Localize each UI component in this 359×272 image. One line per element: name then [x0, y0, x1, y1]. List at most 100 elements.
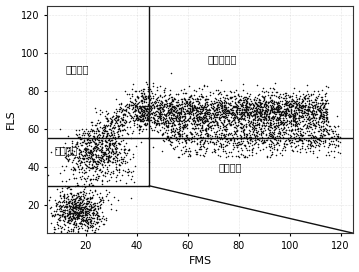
- Point: [157, 128, 163, 132]
- Point: [177, 134, 183, 138]
- Point: [302, 103, 308, 107]
- Point: [80, 210, 86, 214]
- Point: [310, 106, 316, 110]
- Point: [84, 211, 90, 216]
- Point: [222, 103, 227, 108]
- Point: [144, 121, 150, 125]
- Point: [183, 90, 189, 95]
- Point: [165, 120, 171, 124]
- Point: [259, 124, 265, 128]
- Point: [241, 106, 247, 111]
- Point: [196, 101, 202, 105]
- Point: [113, 149, 119, 153]
- Point: [182, 138, 187, 142]
- Point: [290, 118, 296, 122]
- Point: [72, 211, 78, 215]
- Point: [83, 141, 89, 146]
- Point: [307, 114, 312, 118]
- Point: [85, 220, 91, 224]
- Point: [294, 97, 300, 102]
- Point: [68, 187, 74, 191]
- Point: [247, 97, 253, 101]
- Point: [109, 132, 115, 137]
- Point: [115, 127, 121, 131]
- Point: [176, 117, 182, 121]
- Point: [223, 110, 229, 115]
- Point: [257, 117, 262, 121]
- Point: [57, 203, 63, 207]
- Point: [92, 123, 98, 128]
- Point: [233, 114, 239, 118]
- Point: [197, 111, 203, 115]
- Point: [269, 115, 275, 120]
- Point: [221, 104, 227, 108]
- Point: [141, 111, 146, 116]
- Point: [298, 138, 304, 142]
- Point: [113, 113, 119, 117]
- Point: [149, 91, 155, 95]
- Point: [69, 211, 75, 215]
- Point: [178, 118, 183, 122]
- Point: [84, 137, 89, 141]
- Point: [243, 103, 248, 107]
- Point: [248, 120, 253, 124]
- Point: [76, 146, 81, 151]
- Point: [288, 103, 294, 108]
- Point: [282, 114, 288, 118]
- Point: [282, 113, 288, 117]
- Point: [199, 93, 204, 98]
- Point: [144, 106, 150, 110]
- Point: [106, 149, 112, 153]
- Point: [313, 143, 319, 147]
- Point: [136, 118, 141, 123]
- Point: [119, 173, 125, 178]
- Point: [170, 104, 176, 108]
- Point: [110, 125, 116, 129]
- Point: [94, 200, 100, 205]
- Point: [204, 133, 210, 138]
- Point: [280, 120, 285, 125]
- Point: [219, 99, 224, 103]
- Point: [280, 115, 285, 120]
- Point: [200, 142, 206, 146]
- Point: [136, 126, 142, 131]
- Point: [291, 101, 297, 105]
- Point: [267, 145, 273, 150]
- Point: [222, 117, 227, 122]
- Point: [155, 107, 161, 112]
- Point: [285, 109, 291, 114]
- Point: [101, 123, 107, 127]
- Point: [73, 206, 79, 211]
- Point: [334, 136, 340, 141]
- Point: [213, 88, 219, 93]
- Point: [170, 127, 176, 132]
- Point: [316, 122, 322, 127]
- Point: [279, 111, 284, 116]
- Point: [143, 95, 149, 100]
- Point: [92, 169, 98, 173]
- Point: [184, 122, 190, 126]
- Point: [75, 208, 80, 212]
- Point: [289, 108, 294, 112]
- Point: [182, 115, 188, 120]
- Point: [210, 140, 215, 144]
- Point: [76, 210, 82, 214]
- Point: [222, 107, 228, 112]
- Point: [119, 117, 125, 122]
- Point: [260, 141, 265, 145]
- Point: [271, 101, 277, 106]
- Point: [196, 105, 202, 109]
- Point: [323, 119, 328, 123]
- Point: [167, 88, 173, 92]
- Point: [298, 115, 304, 119]
- Point: [86, 165, 92, 169]
- Point: [206, 116, 212, 120]
- Point: [163, 123, 169, 128]
- Point: [185, 102, 191, 106]
- Point: [155, 114, 161, 118]
- Point: [93, 177, 98, 182]
- Point: [101, 152, 106, 157]
- Point: [186, 97, 191, 101]
- Point: [281, 125, 287, 130]
- Point: [71, 197, 76, 201]
